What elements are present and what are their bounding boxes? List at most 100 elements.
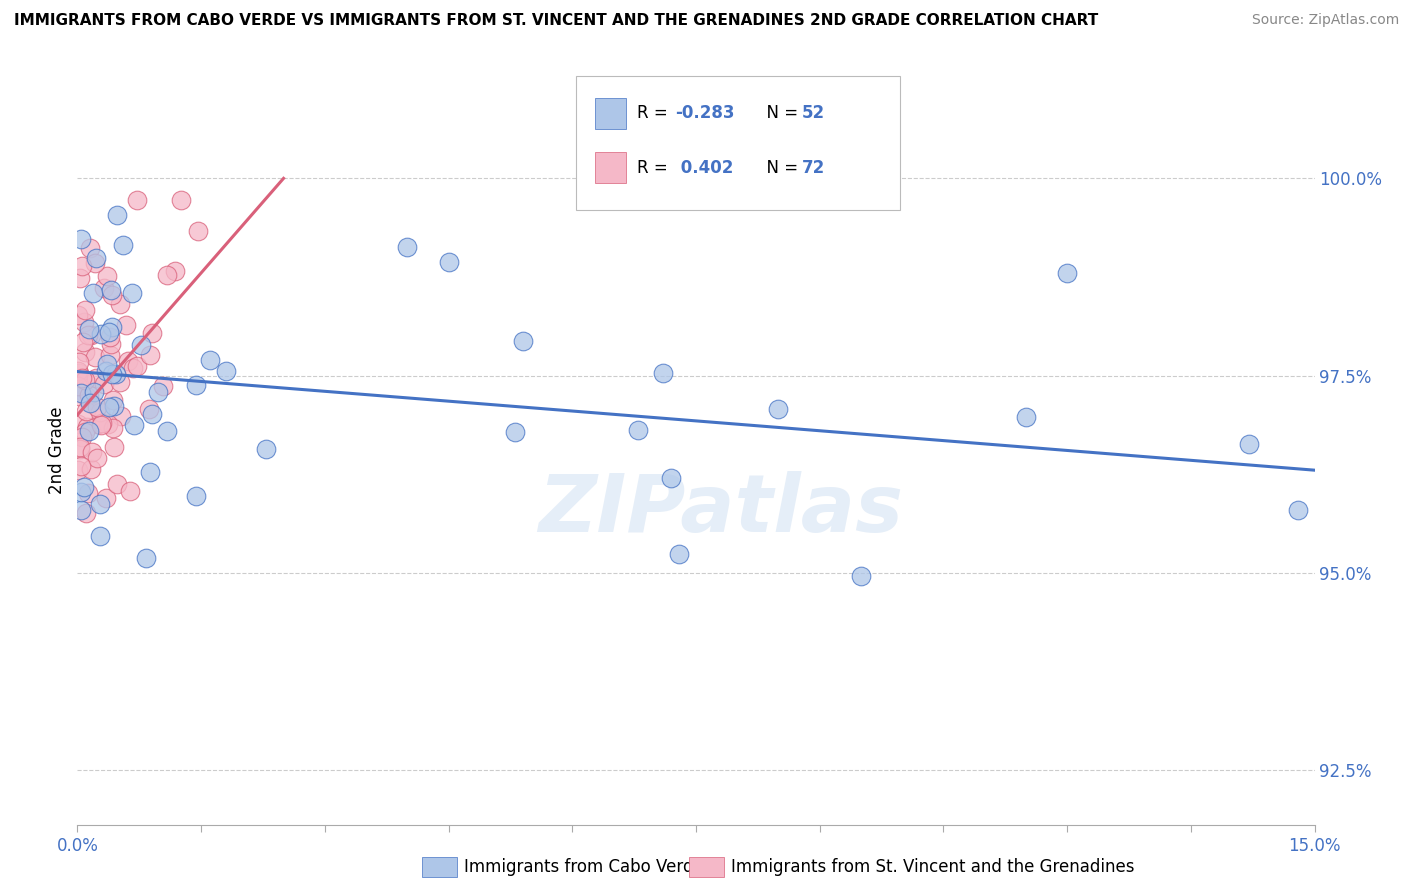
Point — [67, 463, 90, 477]
Point — [84, 251, 107, 265]
Point — [114, 318, 136, 332]
Text: R =: R = — [637, 104, 673, 122]
Point — [100, 320, 122, 334]
Point — [86, 450, 108, 465]
Point — [90, 417, 112, 431]
Point — [79, 396, 101, 410]
Point — [215, 364, 238, 378]
Point — [72, 335, 94, 350]
Point — [93, 281, 115, 295]
Point — [627, 424, 650, 438]
Text: 72: 72 — [801, 159, 825, 177]
Point — [67, 417, 90, 432]
Point — [77, 322, 100, 336]
Text: N =: N = — [756, 159, 804, 177]
Point — [503, 425, 526, 440]
Point — [108, 376, 131, 390]
Point — [103, 421, 125, 435]
Point — [110, 409, 132, 423]
Point — [127, 359, 149, 373]
Point — [75, 404, 97, 418]
Point — [70, 260, 93, 274]
Point — [103, 393, 125, 408]
Point — [103, 400, 125, 414]
Point — [96, 268, 118, 283]
Point — [67, 308, 90, 322]
Point — [73, 479, 96, 493]
Point — [67, 389, 90, 403]
Point — [84, 256, 107, 270]
Point — [90, 326, 112, 341]
Point — [77, 424, 100, 438]
Point — [89, 529, 111, 543]
Text: ZIPatlas: ZIPatlas — [538, 471, 903, 549]
Point — [186, 489, 208, 503]
Point — [70, 430, 93, 444]
Point — [98, 348, 121, 362]
Point — [396, 240, 419, 254]
Point — [67, 379, 90, 393]
Point — [110, 297, 132, 311]
Text: Immigrants from St. Vincent and the Grenadines: Immigrants from St. Vincent and the Gren… — [731, 858, 1135, 876]
Point — [69, 459, 91, 474]
Point — [652, 367, 675, 381]
Text: 0.402: 0.402 — [675, 159, 734, 177]
Point — [94, 364, 117, 378]
Point — [73, 315, 96, 329]
Point — [75, 345, 97, 359]
Point — [187, 223, 209, 237]
Point — [67, 355, 90, 369]
Point — [97, 417, 120, 431]
Text: N =: N = — [756, 104, 804, 122]
Point — [70, 485, 93, 500]
Point — [138, 348, 160, 362]
Point — [86, 401, 108, 415]
Point — [1237, 436, 1260, 450]
Point — [141, 326, 163, 340]
Point — [105, 208, 128, 222]
Point — [69, 271, 91, 285]
Point — [100, 287, 122, 301]
Point — [87, 417, 110, 431]
Point — [82, 285, 104, 300]
Point — [70, 231, 93, 245]
Point — [97, 400, 120, 414]
Point — [129, 337, 152, 351]
Point — [120, 483, 142, 498]
Point — [100, 368, 122, 382]
Point — [1015, 409, 1038, 424]
Point — [75, 506, 97, 520]
Point — [75, 425, 97, 439]
Point — [69, 440, 91, 454]
Point — [104, 368, 127, 382]
Text: R =: R = — [637, 159, 673, 177]
Point — [98, 325, 121, 339]
Point — [80, 462, 103, 476]
Point — [135, 550, 157, 565]
Point — [512, 334, 534, 348]
Point — [146, 384, 169, 399]
Point — [254, 442, 277, 456]
Point — [141, 407, 163, 421]
Point — [69, 442, 91, 457]
Text: -0.283: -0.283 — [675, 104, 734, 122]
Point — [100, 283, 122, 297]
Point — [1286, 503, 1309, 517]
Point — [122, 418, 145, 433]
Point — [96, 357, 118, 371]
Point — [668, 547, 690, 561]
Point — [77, 327, 100, 342]
Point — [156, 268, 179, 283]
Point — [84, 371, 107, 385]
Point — [75, 302, 97, 317]
Point — [198, 353, 221, 368]
Point — [163, 264, 186, 278]
Text: Immigrants from Cabo Verde: Immigrants from Cabo Verde — [464, 858, 704, 876]
Point — [90, 418, 112, 433]
Point — [79, 241, 101, 255]
Point — [152, 379, 174, 393]
Point — [82, 444, 104, 458]
Point — [77, 388, 100, 402]
Point — [138, 402, 160, 417]
Point — [80, 327, 103, 342]
